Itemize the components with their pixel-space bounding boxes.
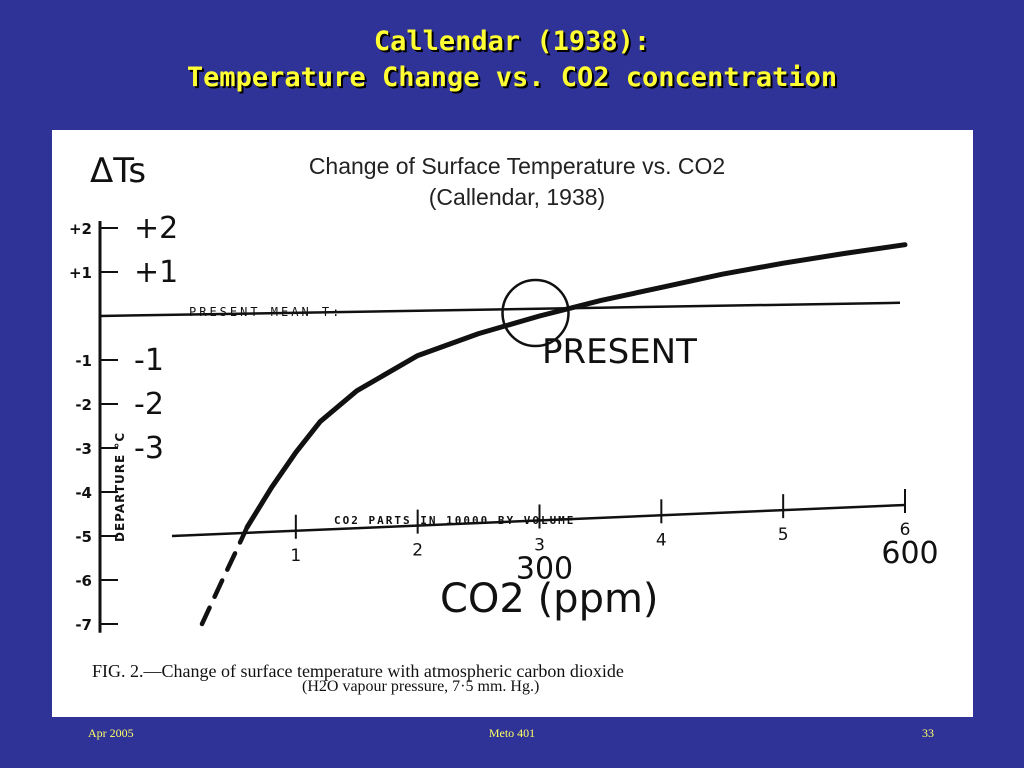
x-tick-label: 2 — [412, 541, 423, 561]
y-tick-label: -2 — [75, 396, 92, 414]
chart-marks — [99, 242, 908, 627]
y-axis-label-delta-ts: ΔTs — [90, 151, 146, 191]
x-tick-label: 1 — [290, 546, 301, 566]
x-tick-label: 3 — [534, 535, 545, 555]
footer-date: Apr 2005 — [88, 726, 134, 740]
footer-page-number: 33 — [922, 726, 934, 740]
y-tick-label: -4 — [75, 484, 92, 502]
figure-caption-line-2: (H2O vapour pressure, 7·5 mm. Hg.) — [302, 678, 539, 695]
y-tick-label: -3 — [75, 440, 92, 458]
chart-labels: Change of Surface Temperature vs. CO2 (C… — [90, 151, 725, 695]
slide-title-line-1: Callendar (1938): — [373, 26, 651, 57]
chart-axes: +2 +2 +1 +1 -1 -1 -2 -2 -3 -3 -4 -5 -6 -7 1 2 3 4 5 6 300 600 — [69, 211, 939, 634]
chart-subtitle: (Callendar, 1938) — [429, 184, 605, 210]
x-axis-label-printed: CO2 PARTS IN 10000 BY VOLUME — [334, 514, 575, 527]
present-mean-label: PRESENT MEAN T: — [189, 305, 342, 319]
slide-title: Callendar (1938): Temperature Change vs.… — [0, 24, 1024, 96]
y-axis-label-departure: DEPARTURE °C — [113, 432, 127, 542]
x-annotation-ppm: 600 — [881, 536, 938, 571]
y-tick-handwritten-label: -1 — [134, 343, 164, 378]
y-tick-label: +1 — [69, 264, 92, 282]
x-axis-label-handwritten: CO2 (ppm) — [440, 576, 659, 622]
x-tick-label: 5 — [778, 525, 789, 545]
y-tick-handwritten-label: -3 — [134, 431, 164, 466]
x-tick-label: 4 — [656, 530, 667, 550]
footer-course: Meto 401 — [488, 726, 536, 740]
present-marker-circle — [501, 278, 570, 348]
y-tick-label: -5 — [75, 528, 92, 546]
figure-caption-line-1: FIG. 2.—Change of surface temperature wi… — [92, 661, 624, 681]
present-mean-line — [99, 301, 901, 318]
temperature-curve-dashed — [199, 524, 250, 627]
y-tick-label: -7 — [75, 616, 92, 634]
x-annotation-ppm: 300 — [516, 551, 573, 586]
y-tick-label: +2 — [69, 220, 92, 238]
temperature-co2-chart: +2 +2 +1 +1 -1 -1 -2 -2 -3 -3 -4 -5 -6 -7 1 2 3 4 5 6 300 600… — [69, 151, 939, 695]
y-tick-handwritten-label: +2 — [134, 211, 178, 246]
y-tick-handwritten-label: -2 — [134, 387, 164, 422]
x-tick-label: 6 — [900, 520, 911, 540]
y-tick-label: -1 — [75, 352, 92, 370]
temperature-curve — [244, 242, 908, 530]
y-tick-label: -6 — [75, 572, 92, 590]
slide-title-line-2: Temperature Change vs. CO2 concentration — [186, 62, 838, 93]
figure-panel: +2 +2 +1 +1 -1 -1 -2 -2 -3 -3 -4 -5 -6 -7 1 2 3 4 5 6 300 600… — [52, 130, 973, 717]
present-label: PRESENT — [542, 332, 697, 372]
chart-title: Change of Surface Temperature vs. CO2 — [309, 153, 725, 179]
y-tick-handwritten-label: +1 — [134, 255, 178, 290]
